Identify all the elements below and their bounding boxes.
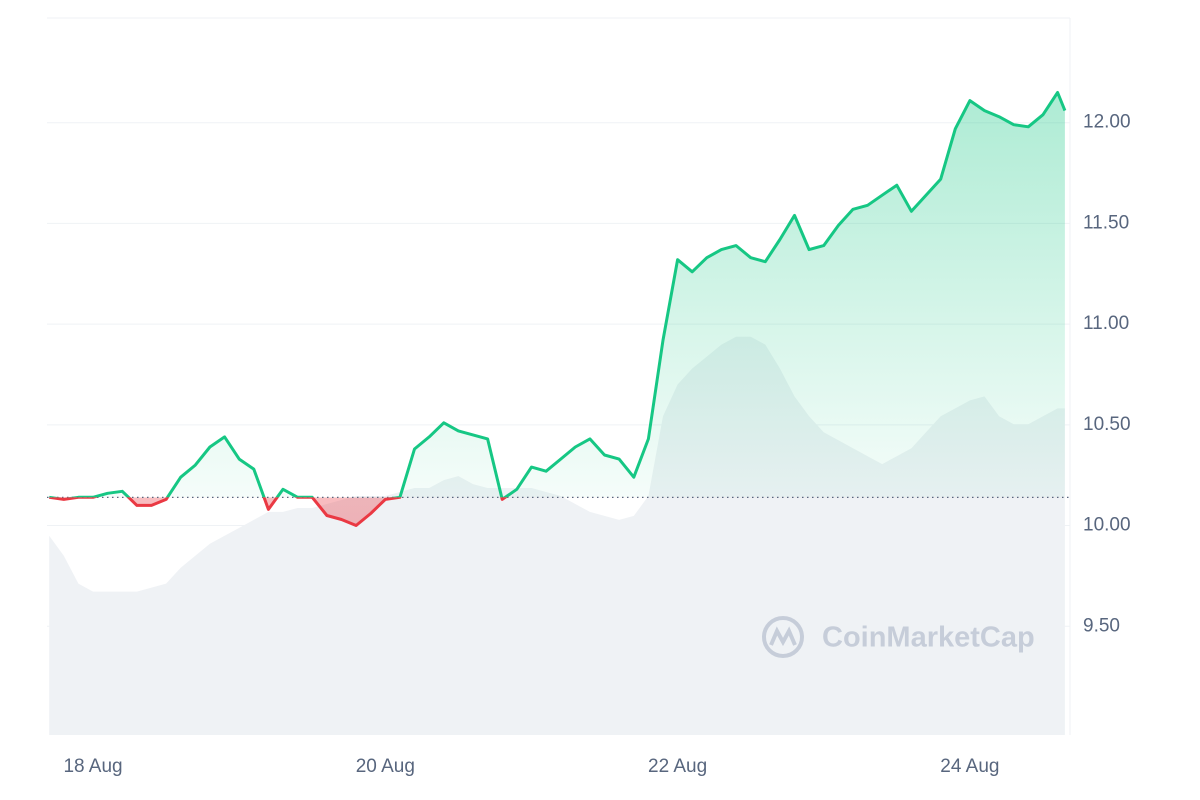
watermark: CoinMarketCap — [822, 622, 1035, 654]
x-tick-label: 22 Aug — [648, 756, 707, 777]
y-tick-label: 10.00 — [1083, 515, 1131, 536]
x-tick-label: 24 Aug — [940, 756, 999, 777]
y-tick-label: 12.00 — [1083, 112, 1131, 133]
price-line-up — [49, 91, 1067, 498]
y-tick-label: 11.00 — [1083, 313, 1129, 334]
y-tick-label: 10.50 — [1083, 414, 1131, 435]
y-tick-label: 11.50 — [1083, 212, 1129, 233]
x-tick-label: 20 Aug — [356, 756, 415, 777]
watermark-logo — [762, 616, 804, 658]
x-tick-label: 18 Aug — [63, 756, 122, 777]
price-area-down — [49, 497, 1065, 526]
y-tick-label: 9.50 — [1083, 615, 1120, 636]
price-area-up — [49, 92, 1065, 498]
